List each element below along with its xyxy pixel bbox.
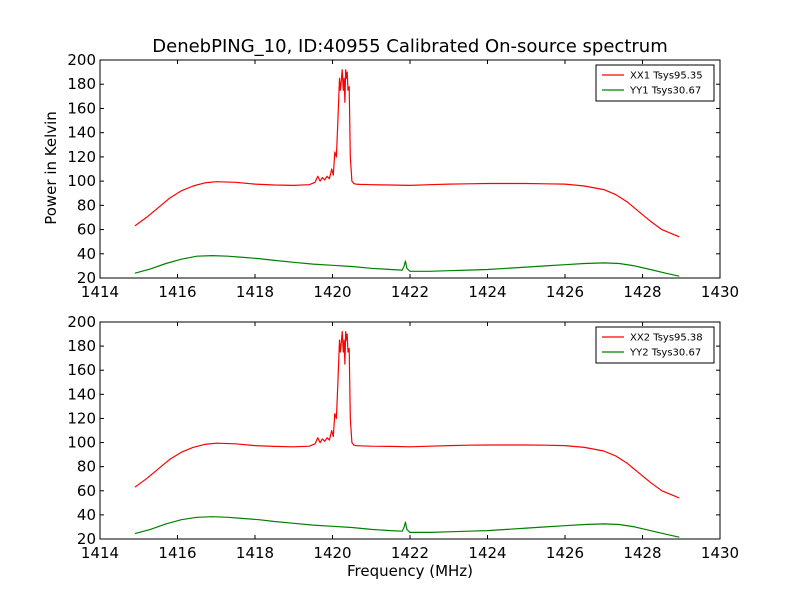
y-tick-label: 60 — [77, 221, 96, 239]
x-tick-label: 1426 — [546, 283, 584, 301]
y-tick-label: 140 — [67, 124, 96, 142]
y-tick-label: 20 — [77, 269, 96, 287]
x-tick-label: 1428 — [623, 283, 661, 301]
x-tick-label: 1424 — [468, 544, 506, 562]
x-tick-label: 1416 — [158, 544, 196, 562]
x-tick-label: 1420 — [313, 544, 351, 562]
x-axis-label: Frequency (MHz) — [347, 562, 473, 580]
y-tick-label: 200 — [67, 51, 96, 69]
y-tick-label: 160 — [67, 361, 96, 379]
x-tick-label: 1422 — [391, 544, 429, 562]
y-tick-label: 120 — [67, 409, 96, 427]
y-axis-label: Power in Kelvin — [42, 111, 60, 225]
x-tick-label: 1414 — [81, 283, 119, 301]
x-tick-label: 1422 — [391, 283, 429, 301]
legend-box — [595, 326, 715, 364]
x-tick-label: 1424 — [468, 283, 506, 301]
x-tick-label: 1420 — [313, 283, 351, 301]
y-tick-label: 20 — [77, 530, 96, 548]
x-tick-label: 1426 — [546, 544, 584, 562]
y-tick-label: 160 — [67, 99, 96, 117]
x-tick-label: 1428 — [623, 544, 661, 562]
top-panel: 1414 1416 1418 1420 1422 1424 1426 1428 1430 20 40… — [67, 51, 739, 301]
y-tick-label: 180 — [67, 337, 96, 355]
x-tick-label: 1414 — [81, 544, 119, 562]
x-tick-label: 1418 — [236, 544, 274, 562]
bottom-panel: 1414 1416 1418 1420 1422 1424 1426 1428 1430 20 40… — [67, 313, 739, 562]
x-tick-label: 1418 — [236, 283, 274, 301]
series-line-yy2 — [134, 516, 680, 538]
y-tick-label: 140 — [67, 385, 96, 403]
legend-label: XX1 Tsys95.35 — [630, 71, 703, 82]
y-tick-label: 80 — [77, 458, 96, 476]
y-tick-label: 80 — [77, 196, 96, 214]
y-tick-label: 100 — [67, 434, 96, 452]
x-tick-label: 1430 — [701, 283, 739, 301]
y-tick-label: 40 — [77, 506, 96, 524]
series-line-yy1 — [134, 255, 680, 277]
x-tick-label: 1416 — [158, 283, 196, 301]
legend-label: XX2 Tsys95.38 — [630, 333, 703, 344]
y-tick-label: 200 — [67, 313, 96, 331]
series-line-xx2 — [134, 331, 680, 499]
legend-box — [595, 64, 715, 102]
x-tick-label: 1430 — [701, 544, 739, 562]
y-tick-label: 100 — [67, 172, 96, 190]
series-line-xx1 — [134, 69, 680, 238]
y-tick-label: 40 — [77, 245, 96, 263]
y-tick-label: 180 — [67, 75, 96, 93]
y-tick-label: 120 — [67, 148, 96, 166]
legend-label: YY1 Tsys30.67 — [629, 86, 701, 97]
y-tick-label: 60 — [77, 482, 96, 500]
chart-title: DenebPING_10, ID:40955 Calibrated On-sou… — [152, 36, 667, 57]
legend-label: YY2 Tsys30.67 — [629, 348, 701, 359]
